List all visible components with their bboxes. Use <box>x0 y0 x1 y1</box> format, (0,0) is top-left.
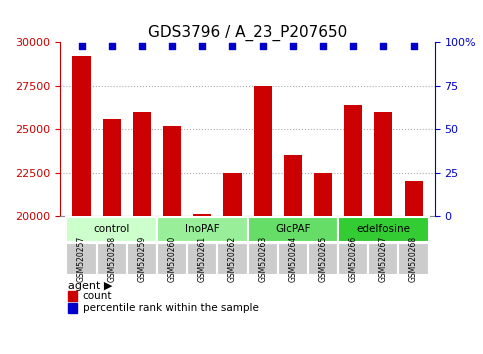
Text: InoPAF: InoPAF <box>185 224 220 234</box>
Text: percentile rank within the sample: percentile rank within the sample <box>83 303 259 313</box>
Text: GSM520268: GSM520268 <box>409 236 418 282</box>
Point <box>349 43 357 49</box>
Point <box>138 43 146 49</box>
Point <box>228 43 236 49</box>
Bar <box>72 56 90 216</box>
FancyBboxPatch shape <box>217 243 248 275</box>
Point <box>78 43 85 49</box>
Bar <box>314 173 332 216</box>
Text: GSM520263: GSM520263 <box>258 236 267 282</box>
Text: GSM520266: GSM520266 <box>349 236 358 282</box>
FancyBboxPatch shape <box>157 243 187 275</box>
FancyBboxPatch shape <box>187 243 217 275</box>
Bar <box>344 105 362 216</box>
Point <box>410 43 417 49</box>
Point <box>289 43 297 49</box>
Point <box>319 43 327 49</box>
Text: edelfosine: edelfosine <box>356 224 411 234</box>
Text: count: count <box>83 291 113 301</box>
Text: agent ▶: agent ▶ <box>68 281 112 291</box>
Text: GSM520261: GSM520261 <box>198 236 207 282</box>
Bar <box>374 112 393 216</box>
Text: GSM520257: GSM520257 <box>77 236 86 282</box>
Text: control: control <box>94 224 130 234</box>
FancyBboxPatch shape <box>398 243 429 275</box>
FancyBboxPatch shape <box>248 243 278 275</box>
Text: GlcPAF: GlcPAF <box>275 224 311 234</box>
Point <box>168 43 176 49</box>
Text: GSM520260: GSM520260 <box>168 236 177 282</box>
FancyBboxPatch shape <box>157 217 248 242</box>
Bar <box>68 303 77 313</box>
FancyBboxPatch shape <box>338 243 369 275</box>
FancyBboxPatch shape <box>369 243 398 275</box>
Text: GSM520265: GSM520265 <box>318 236 327 282</box>
Bar <box>193 214 212 216</box>
FancyBboxPatch shape <box>67 217 157 242</box>
Bar <box>133 112 151 216</box>
Bar <box>405 181 423 216</box>
Point <box>380 43 387 49</box>
FancyBboxPatch shape <box>248 217 338 242</box>
Bar <box>224 173 242 216</box>
Point <box>108 43 115 49</box>
Text: GSM520264: GSM520264 <box>288 236 298 282</box>
Bar <box>284 155 302 216</box>
Point <box>259 43 267 49</box>
FancyBboxPatch shape <box>97 243 127 275</box>
Text: GSM520259: GSM520259 <box>137 236 146 282</box>
FancyBboxPatch shape <box>278 243 308 275</box>
Text: GSM520262: GSM520262 <box>228 236 237 282</box>
Point <box>199 43 206 49</box>
FancyBboxPatch shape <box>308 243 338 275</box>
FancyBboxPatch shape <box>127 243 157 275</box>
FancyBboxPatch shape <box>338 217 429 242</box>
Title: GDS3796 / A_23_P207650: GDS3796 / A_23_P207650 <box>148 25 347 41</box>
Bar <box>68 291 77 301</box>
Bar <box>163 126 181 216</box>
FancyBboxPatch shape <box>67 243 97 275</box>
Bar <box>102 119 121 216</box>
Text: GSM520258: GSM520258 <box>107 236 116 282</box>
Bar <box>254 86 271 216</box>
Text: GSM520267: GSM520267 <box>379 236 388 282</box>
